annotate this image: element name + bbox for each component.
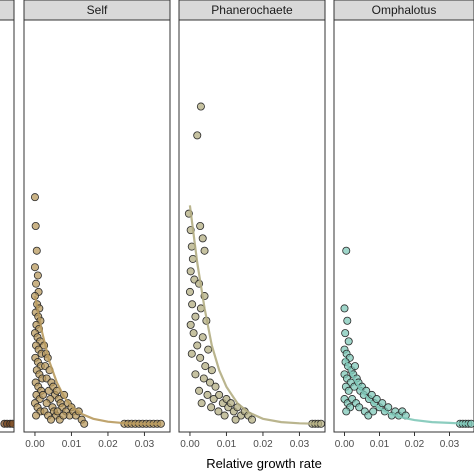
data-point: [31, 221, 40, 230]
data-point: [198, 333, 207, 342]
data-point: [203, 390, 212, 399]
plot-area: [0, 419, 14, 428]
data-point: [340, 304, 349, 313]
data-point: [378, 399, 387, 408]
data-point: [199, 374, 208, 383]
data-point: [32, 411, 41, 420]
data-point: [214, 407, 223, 416]
data-point: [42, 399, 51, 408]
data-point: [32, 279, 41, 288]
data-point: [207, 403, 216, 412]
data-point: [198, 234, 207, 243]
x-tick-label: 0.01: [217, 439, 237, 450]
data-point: [32, 246, 41, 255]
data-point: [372, 395, 381, 404]
x-tick-label: 0.00: [25, 439, 45, 450]
data-point: [196, 102, 205, 111]
data-point: [30, 263, 39, 272]
data-point: [195, 386, 204, 395]
data-point: [196, 221, 205, 230]
panels-layer: 0.000.010.020.03Self0.000.010.020.03Phan…: [0, 0, 474, 450]
data-point: [204, 345, 213, 354]
data-point: [247, 415, 256, 424]
data-point: [191, 312, 200, 321]
data-point: [30, 193, 39, 202]
x-tick-label: 0.03: [135, 439, 155, 450]
data-point: [384, 403, 393, 412]
x-tick-label: 0.03: [440, 439, 460, 450]
strip-label: Phanerochaete: [211, 3, 293, 17]
data-point: [342, 246, 351, 255]
x-tick-label: 0.02: [98, 439, 118, 450]
data-point: [215, 390, 224, 399]
panel-border: [333, 19, 474, 433]
panel-partial: 0.000.010.020.03: [0, 0, 15, 433]
data-point: [467, 419, 474, 428]
data-point: [200, 246, 209, 255]
data-point: [220, 411, 229, 420]
x-axis-title: Relative growth rate: [206, 456, 322, 471]
data-point: [207, 366, 216, 375]
data-point: [189, 329, 198, 338]
data-point: [185, 287, 194, 296]
fit-curve: [343, 357, 468, 425]
data-point: [196, 353, 205, 362]
data-point: [47, 415, 56, 424]
x-tick-label: 0.01: [370, 439, 390, 450]
x-tick-label: 0.00: [335, 439, 355, 450]
data-point: [193, 341, 202, 350]
data-point: [209, 395, 218, 404]
data-point: [343, 316, 352, 325]
data-point: [231, 415, 240, 424]
panel-omphalotus: Omphalotus 0.00 0.01 0.02 0.03: [333, 0, 474, 450]
data-point: [33, 271, 42, 280]
x-tick-label: 0.02: [405, 439, 425, 450]
data-point: [8, 419, 14, 428]
panel-phanerochaete: Phanerochaete 0.00 0.01 0.02 0.03: [178, 0, 326, 450]
data-point: [38, 390, 47, 399]
panel-border: [23, 19, 171, 433]
data-point: [344, 386, 353, 395]
panel-border: [178, 19, 326, 433]
data-point: [211, 382, 220, 391]
data-point: [201, 362, 210, 371]
data-point: [206, 378, 215, 387]
data-point: [342, 407, 351, 416]
data-point: [355, 403, 364, 412]
data-point: [53, 407, 62, 416]
data-point: [369, 407, 378, 416]
data-point: [186, 320, 195, 329]
data-point: [341, 329, 350, 338]
strip-label: Omphalotus: [372, 3, 437, 17]
data-point: [350, 362, 359, 371]
plot-area: [340, 246, 474, 428]
panel-border: [0, 19, 15, 433]
strip-header: [0, 0, 15, 21]
data-point: [191, 370, 200, 379]
x-tick-label: 0.00: [180, 439, 200, 450]
data-point: [316, 419, 325, 428]
data-point: [187, 349, 196, 358]
data-point: [80, 419, 89, 428]
data-point: [226, 399, 235, 408]
x-tick-label: 0.01: [62, 439, 82, 450]
x-tick-label: 0.02: [253, 439, 273, 450]
data-point: [186, 267, 195, 276]
strip-label: Self: [87, 3, 108, 17]
data-point: [59, 411, 68, 420]
fit-curve: [33, 295, 161, 425]
panel-self: Self 0.00 0.01 0.02 0.03: [23, 0, 171, 450]
fit-curve: [188, 205, 318, 425]
data-point: [197, 399, 206, 408]
x-tick-label: 0.03: [290, 439, 310, 450]
data-point: [193, 131, 202, 140]
data-point: [188, 300, 197, 309]
plot-area: [184, 102, 325, 428]
plot-area: [30, 193, 165, 428]
data-point: [344, 337, 353, 346]
